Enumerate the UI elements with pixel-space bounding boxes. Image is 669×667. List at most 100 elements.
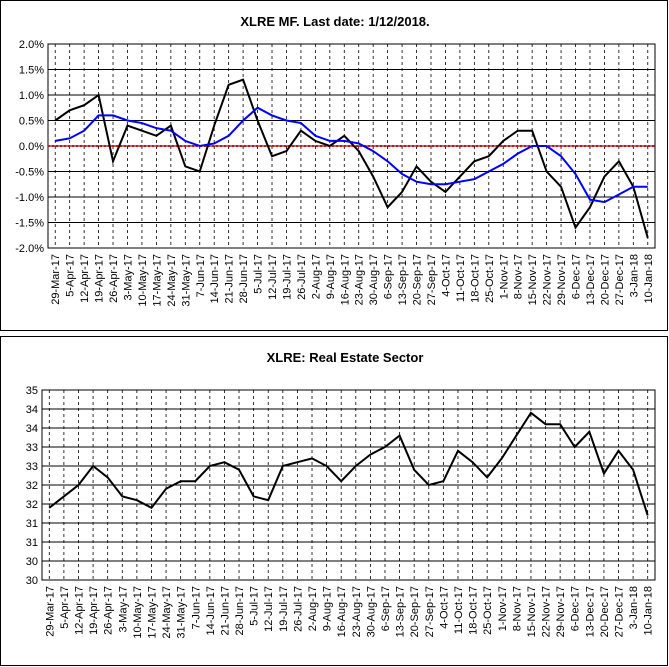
x-tick-label: 28-Jun-17 <box>238 254 250 304</box>
x-tick-label: 17-May-17 <box>146 586 158 639</box>
x-tick-label: 2-Aug-17 <box>310 254 322 299</box>
x-tick-label: 12-Jul-17 <box>267 254 279 300</box>
y-tick-label: 34 <box>26 404 38 416</box>
x-tick-label: 23-Aug-17 <box>351 586 363 637</box>
x-tick-label: 6-Sep-17 <box>380 586 392 631</box>
x-tick-label: 16-Aug-17 <box>336 586 348 637</box>
x-tick-label: 10-May-17 <box>132 586 144 639</box>
x-tick-label: 19-Jul-17 <box>278 586 290 632</box>
x-tick-label: 24-May-17 <box>161 586 173 639</box>
x-tick-label: 12-Jul-17 <box>263 586 275 632</box>
x-tick-label: 11-Oct-17 <box>455 254 467 302</box>
x-tick-label: 29-Mar-17 <box>50 254 62 305</box>
x-tick-label: 30-Aug-17 <box>368 254 380 305</box>
x-tick-label: 20-Dec-17 <box>599 254 611 305</box>
x-tick-label: 3-Jan-18 <box>628 586 640 629</box>
x-tick-label: 26-Apr-17 <box>108 254 120 303</box>
x-tick-label: 8-Nov-17 <box>511 586 523 631</box>
chart-title: XLRE MF. Last date: 1/12/2018. <box>240 14 429 29</box>
x-tick-label: 18-Oct-17 <box>468 586 480 635</box>
y-tick-label: 31 <box>26 537 38 549</box>
x-tick-label: 5-Apr-17 <box>59 586 71 629</box>
x-tick-label: 2-Aug-17 <box>307 586 319 631</box>
y-tick-label: -1.5% <box>15 218 44 230</box>
x-tick-label: 15-Nov-17 <box>527 254 539 305</box>
x-tick-label: 27-Sep-17 <box>424 586 436 637</box>
x-tick-label: 25-Oct-17 <box>482 586 494 635</box>
x-tick-label: 11-Oct-17 <box>453 586 465 634</box>
x-tick-label: 1-Nov-17 <box>497 586 509 631</box>
x-tick-label: 30-Aug-17 <box>365 586 377 637</box>
x-tick-label: 27-Dec-17 <box>614 586 626 637</box>
x-tick-label: 5-Jul-17 <box>253 254 265 294</box>
x-tick-label: 4-Oct-17 <box>440 254 452 297</box>
x-tick-label: 13-Sep-17 <box>397 254 409 305</box>
x-tick-label: 31-May-17 <box>180 254 192 307</box>
line <box>55 106 648 204</box>
x-tick-label: 27-Sep-17 <box>426 254 438 305</box>
x-tick-label: 12-Apr-17 <box>79 254 91 303</box>
x-tick-label: 20-Sep-17 <box>412 254 424 305</box>
x-tick-label: 10-Jan-18 <box>643 254 655 304</box>
x-tick-label: 3-May-17 <box>122 254 134 300</box>
y-tick-label: -1.0% <box>15 192 44 204</box>
y-tick-label: 2.0% <box>19 39 44 51</box>
x-tick-label: 25-Oct-17 <box>484 254 496 303</box>
x-tick-label: 10-May-17 <box>137 254 149 307</box>
x-tick-label: 16-Aug-17 <box>339 254 351 305</box>
x-tick-label: 19-Apr-17 <box>94 254 106 303</box>
x-tick-label: 20-Sep-17 <box>409 586 421 637</box>
x-tick-label: 27-Dec-17 <box>614 254 626 305</box>
x-tick-label: 28-Jun-17 <box>234 586 246 636</box>
x-tick-label: 3-May-17 <box>117 586 129 632</box>
x-tick-label: 23-Aug-17 <box>354 254 366 305</box>
x-tick-label: 24-May-17 <box>166 254 178 307</box>
y-tick-label: 0.5% <box>19 116 44 128</box>
x-tick-label: 12-Apr-17 <box>73 586 85 635</box>
x-tick-label: 15-Nov-17 <box>526 586 538 637</box>
y-tick-label: -2.0% <box>15 243 44 255</box>
y-tick-label: 30 <box>26 556 38 568</box>
x-tick-label: 20-Dec-17 <box>599 586 611 637</box>
x-tick-label: 19-Apr-17 <box>88 586 100 635</box>
x-tick-label: 13-Dec-17 <box>585 254 597 305</box>
x-tick-label: 10-Jan-18 <box>643 586 655 636</box>
x-tick-label: 9-Aug-17 <box>322 586 334 631</box>
y-tick-label: 1.0% <box>19 90 44 102</box>
y-tick-label: 32 <box>26 499 38 511</box>
x-tick-label: 29-Nov-17 <box>555 586 567 637</box>
x-tick-label: 3-Jan-18 <box>628 254 640 297</box>
y-tick-label: 35 <box>26 385 38 397</box>
y-tick-label: 34 <box>26 423 38 435</box>
x-tick-label: 6-Dec-17 <box>571 254 583 299</box>
x-tick-label: 8-Nov-17 <box>513 254 525 299</box>
x-tick-label: 1-Nov-17 <box>498 254 510 299</box>
line <box>54 78 649 239</box>
x-tick-label: 6-Dec-17 <box>570 586 582 631</box>
x-tick-label: 22-Nov-17 <box>541 586 553 637</box>
x-tick-label: 22-Nov-17 <box>542 254 554 305</box>
x-tick-label: 19-Jul-17 <box>281 254 293 300</box>
x-tick-label: 18-Oct-17 <box>469 254 481 303</box>
x-tick-label: 14-Jun-17 <box>205 586 217 636</box>
x-tick-label: 13-Sep-17 <box>395 586 407 637</box>
x-tick-label: 14-Jun-17 <box>209 254 221 304</box>
y-tick-label: 32 <box>26 480 38 492</box>
x-tick-label: 29-Mar-17 <box>44 586 56 637</box>
x-tick-label: 9-Aug-17 <box>325 254 337 299</box>
x-tick-label: 26-Jul-17 <box>296 254 308 300</box>
x-tick-label: 6-Sep-17 <box>383 254 395 299</box>
x-tick-label: 21-Jun-17 <box>219 586 231 636</box>
y-tick-label: 1.5% <box>19 65 44 77</box>
x-tick-label: 26-Apr-17 <box>103 586 115 635</box>
x-tick-label: 7-Jun-17 <box>190 586 202 629</box>
y-tick-label: 0.0% <box>19 141 44 153</box>
x-tick-label: 13-Dec-17 <box>584 586 596 637</box>
x-tick-label: 21-Jun-17 <box>224 254 236 304</box>
y-tick-label: 31 <box>26 518 38 530</box>
y-tick-label: -0.5% <box>15 167 44 179</box>
x-tick-label: 29-Nov-17 <box>556 254 568 305</box>
y-tick-label: 30 <box>26 575 38 587</box>
line <box>48 411 649 516</box>
